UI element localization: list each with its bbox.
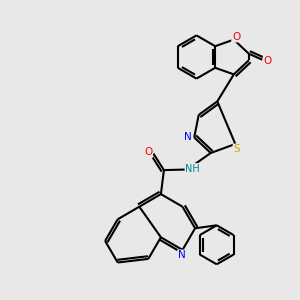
Text: N: N <box>178 250 186 260</box>
Text: O: O <box>264 56 272 66</box>
Text: O: O <box>232 32 240 42</box>
Text: S: S <box>233 144 240 154</box>
Text: NH: NH <box>185 164 200 174</box>
Text: O: O <box>144 147 152 157</box>
Text: N: N <box>184 132 192 142</box>
